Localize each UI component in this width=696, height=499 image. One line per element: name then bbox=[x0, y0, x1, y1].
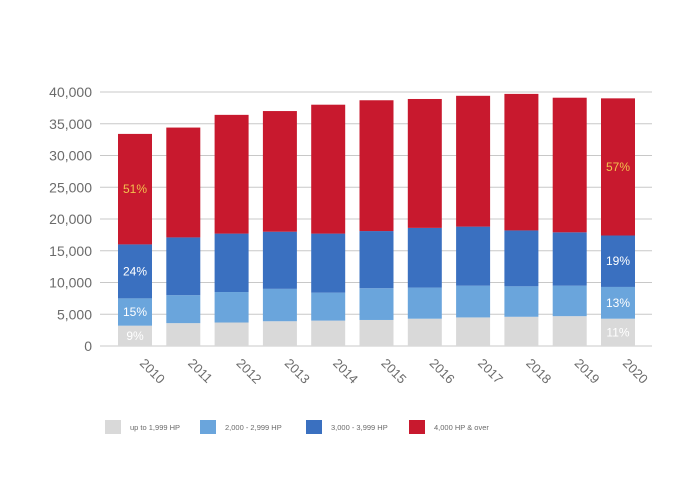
x-tick-label: 2016 bbox=[427, 356, 458, 387]
bar-segment bbox=[166, 295, 201, 324]
x-tick-label: 2013 bbox=[282, 356, 313, 387]
bar-segment bbox=[552, 232, 587, 286]
bar-segment bbox=[552, 285, 587, 317]
legend: up to 1,999 HP 2,000 - 2,999 HP 3,000 - 3,… bbox=[105, 420, 489, 434]
bar-segment bbox=[311, 320, 346, 346]
legend-swatch bbox=[409, 420, 425, 434]
bar-segment bbox=[262, 111, 297, 232]
bar-segment bbox=[214, 114, 249, 234]
y-tick-label: 25,000 bbox=[49, 179, 92, 195]
legend-swatch bbox=[200, 420, 216, 434]
data-label: 51% bbox=[123, 182, 147, 196]
bar-segment bbox=[214, 233, 249, 293]
bar-segment bbox=[262, 231, 297, 289]
y-tick-label: 0 bbox=[84, 338, 92, 354]
bar-segment bbox=[359, 288, 394, 320]
bar-segment bbox=[407, 98, 442, 228]
bar-segment bbox=[504, 93, 539, 231]
bar-segment bbox=[118, 244, 152, 299]
bar-segment bbox=[262, 288, 297, 322]
bar-segment bbox=[311, 292, 346, 321]
bar-segment bbox=[601, 286, 635, 319]
x-tick-label: 2011 bbox=[185, 356, 215, 386]
bar-segment bbox=[456, 285, 491, 318]
x-tick-label: 2018 bbox=[523, 356, 554, 387]
y-tick-label: 15,000 bbox=[49, 243, 92, 259]
y-tick-label: 10,000 bbox=[49, 275, 92, 291]
bar-segment bbox=[118, 298, 152, 326]
bar-segment bbox=[456, 317, 491, 346]
bar-segment bbox=[456, 95, 491, 227]
legend-label: 3,000 - 3,999 HP bbox=[331, 423, 388, 432]
data-label: 13% bbox=[606, 296, 630, 310]
bar-segment bbox=[166, 323, 201, 346]
y-tick-label: 20,000 bbox=[49, 211, 92, 227]
bar-segment bbox=[311, 104, 346, 234]
x-tick-label: 2010 bbox=[137, 356, 168, 387]
y-tick-label: 30,000 bbox=[49, 148, 92, 164]
x-tick-label: 2020 bbox=[620, 356, 651, 387]
bar-segment bbox=[407, 227, 442, 288]
x-tick-label: 2015 bbox=[378, 356, 409, 387]
bar-segment bbox=[166, 237, 201, 296]
x-axis-ticks: 2010 2011 2012 2013 2014 2015 2016 2017 2018 2019… bbox=[137, 356, 651, 387]
bar-segment bbox=[552, 316, 587, 346]
bar-segment bbox=[504, 230, 539, 287]
bar-segment bbox=[118, 325, 152, 346]
bar-segment bbox=[214, 322, 249, 346]
bar-segment bbox=[118, 133, 152, 245]
x-tick-label: 2014 bbox=[330, 356, 361, 387]
bar-segment bbox=[359, 100, 394, 232]
y-tick-label: 5,000 bbox=[57, 306, 92, 322]
legend-label: 4,000 HP & over bbox=[434, 423, 489, 432]
data-label: 11% bbox=[606, 325, 629, 339]
bar-segment bbox=[407, 287, 442, 319]
bar-segment bbox=[456, 226, 491, 286]
bars bbox=[118, 93, 635, 346]
data-label: 24% bbox=[123, 264, 147, 278]
legend-swatch bbox=[105, 420, 121, 434]
legend-label: 2,000 - 2,999 HP bbox=[225, 423, 282, 432]
bar-segment bbox=[359, 231, 394, 289]
data-labels: 9% 15% 24% 51% 11% 13% 19% 57% bbox=[123, 160, 630, 343]
bar-segment bbox=[166, 127, 201, 238]
data-label: 57% bbox=[606, 160, 630, 174]
legend-swatch bbox=[306, 420, 322, 434]
bar-segment bbox=[552, 97, 587, 233]
data-label: 15% bbox=[123, 305, 147, 319]
bar-segment bbox=[214, 292, 249, 323]
bar-segment bbox=[601, 98, 635, 236]
x-tick-label: 2019 bbox=[572, 356, 603, 387]
bar-segment bbox=[407, 318, 442, 346]
bar-segment bbox=[262, 321, 297, 346]
legend-label: up to 1,999 HP bbox=[130, 423, 180, 432]
y-axis-ticks: 0 5,000 10,000 15,000 20,000 25,000 30,000 35,0… bbox=[49, 84, 92, 354]
y-tick-label: 40,000 bbox=[49, 84, 92, 100]
data-label: 19% bbox=[606, 254, 630, 268]
bar-segment bbox=[601, 318, 635, 346]
data-label: 9% bbox=[126, 329, 144, 343]
bar-segment bbox=[504, 316, 539, 346]
bar-segment bbox=[311, 233, 346, 293]
x-tick-label: 2012 bbox=[233, 356, 264, 387]
bar-segment bbox=[504, 286, 539, 317]
bar-segment bbox=[359, 319, 394, 346]
bar-segment bbox=[601, 235, 635, 287]
x-tick-label: 2017 bbox=[475, 356, 506, 387]
y-tick-label: 35,000 bbox=[49, 116, 92, 132]
